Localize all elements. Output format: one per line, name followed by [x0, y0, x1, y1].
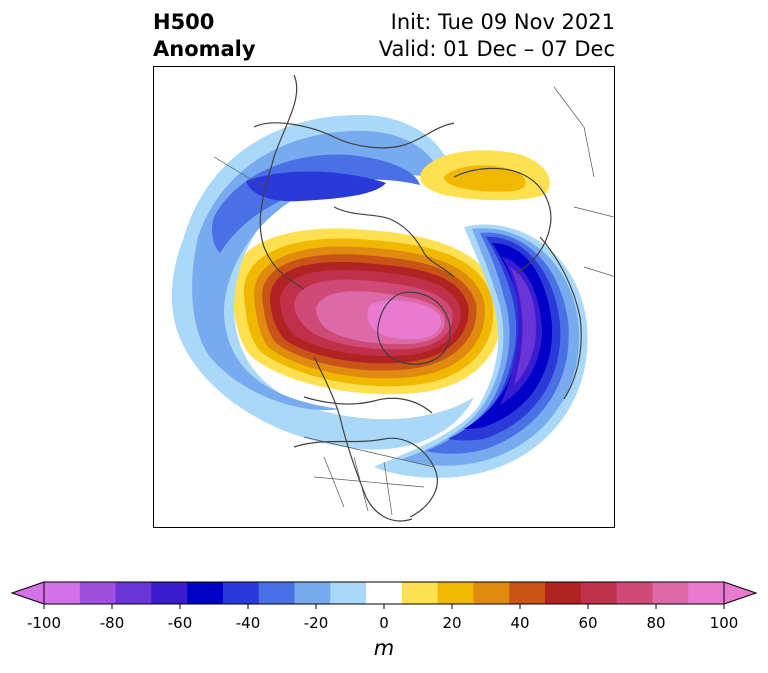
- colorbar-tick-label: -100: [26, 614, 62, 632]
- border-path: [383, 461, 393, 516]
- colorbar-extend-max: [723, 581, 758, 605]
- coastline-path: [293, 437, 438, 518]
- init-date: Init: Tue 09 Nov 2021: [390, 10, 615, 34]
- negative-anomaly-east: [374, 224, 588, 478]
- colorbar-extend-min: [10, 581, 45, 605]
- colorbar-segment: [115, 582, 152, 604]
- valid-range: Valid: 01 Dec – 07 Dec: [378, 37, 615, 61]
- unit-label: m: [373, 636, 395, 660]
- field-name: H500: [153, 10, 215, 34]
- negative-anomaly-west: [171, 114, 474, 450]
- colorbar-segment: [437, 582, 474, 604]
- coastline-path: [333, 206, 455, 278]
- positive-anomaly-region: [231, 228, 502, 395]
- chart-title-right: Init: Tue 09 Nov 2021 Valid: 01 Dec – 07…: [379, 9, 615, 63]
- colorbar-segment: [294, 582, 331, 604]
- border-path: [353, 456, 369, 512]
- coastline-path: [303, 396, 433, 414]
- colorbar: [10, 581, 758, 609]
- colorbar-tick-label: -40: [235, 614, 261, 632]
- coastline-path: [453, 167, 552, 274]
- border-path: [323, 456, 345, 508]
- contour-neg-70-east: [500, 257, 542, 405]
- colorbar-tick-label: 80: [646, 614, 666, 632]
- colorbar-segment: [366, 582, 403, 604]
- colorbar-tick-label: -20: [303, 614, 329, 632]
- greenland-coastline: [377, 291, 451, 365]
- colorbar-tick-label: 40: [510, 614, 530, 632]
- border-path: [213, 156, 265, 188]
- contour-neg-80-east: [510, 267, 536, 385]
- colorbar-tick-label: 100: [709, 614, 739, 632]
- border-path: [583, 266, 614, 277]
- colorbar-segment: [330, 582, 367, 604]
- chart-title-left: H500 Anomaly: [153, 9, 256, 63]
- contour-neg-50-siberia: [246, 171, 386, 202]
- contour-pos-90: [367, 300, 442, 340]
- colorbar-segment: [187, 582, 224, 604]
- colorbar-segment: [473, 582, 510, 604]
- colorbar-segment: [401, 582, 439, 604]
- map-panel: [153, 66, 615, 528]
- positive-anomaly-scandinavia: [420, 150, 550, 201]
- colorbar-segment: [79, 582, 117, 604]
- colorbar-tick-label: 20: [442, 614, 462, 632]
- borders: [213, 86, 614, 516]
- colorbar-segment: [545, 582, 582, 604]
- coastline-path: [313, 356, 413, 522]
- border-path: [313, 476, 425, 488]
- coastlines: [253, 74, 582, 522]
- colorbar-segment: [580, 582, 618, 604]
- colorbar-segment: [258, 582, 296, 604]
- colorbar-segment: [509, 582, 546, 604]
- coastline-path: [539, 236, 582, 400]
- colorbar-segment: [222, 582, 260, 604]
- colorbar-tick-label: -60: [167, 614, 193, 632]
- border-path: [303, 436, 435, 468]
- border-path: [553, 86, 595, 178]
- coastline-path: [259, 74, 305, 290]
- colorbar-segment: [44, 582, 81, 604]
- border-path: [573, 206, 614, 218]
- colorbar-segment: [151, 582, 188, 604]
- coastline-path: [253, 122, 455, 149]
- colorbar-tick-label: -80: [99, 614, 125, 632]
- contour-pos-20-scand: [444, 165, 526, 192]
- colorbar-segment: [652, 582, 689, 604]
- colorbar-segment: [616, 582, 653, 604]
- colorbar-tick-label: 0: [379, 614, 389, 632]
- colorbar-segment: [688, 582, 725, 604]
- field-type: Anomaly: [153, 37, 256, 61]
- colorbar-tick-label: 60: [578, 614, 598, 632]
- anomaly-map: [171, 74, 614, 522]
